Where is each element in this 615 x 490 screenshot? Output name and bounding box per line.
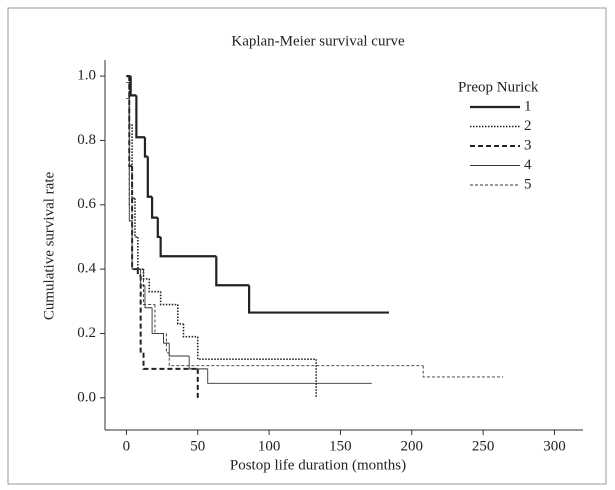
survival-step: [142, 352, 198, 370]
legend-title: Preop Nurick: [458, 79, 539, 95]
legend-label: 4: [524, 157, 532, 173]
survival-step: [248, 285, 389, 314]
survival-step: [144, 285, 153, 309]
survival-step: [150, 196, 158, 219]
x-tick-label: 250: [472, 438, 495, 454]
y-axis-label: Cumulative survival rate: [41, 172, 57, 321]
legend-label: 3: [524, 137, 532, 153]
x-tick-label: 200: [401, 438, 424, 454]
survival-step: [176, 304, 184, 325]
legend-label: 5: [524, 176, 532, 192]
survival-step: [143, 137, 148, 158]
survival-step: [182, 323, 198, 338]
survival-step: [165, 333, 170, 354]
survival-step: [422, 365, 504, 378]
survival-step: [188, 356, 208, 370]
survival-step: [135, 95, 145, 139]
x-tick-label: 150: [329, 438, 352, 454]
survival-step: [151, 307, 164, 334]
survival-step: [136, 269, 141, 277]
survival-step: [207, 368, 372, 384]
survival-step: [156, 217, 161, 239]
survival-step: [168, 352, 424, 367]
x-tick-label: 100: [258, 438, 281, 454]
survival-step: [196, 336, 317, 361]
legend-label: 1: [524, 98, 532, 114]
survival-step: [143, 269, 155, 305]
y-tick-label: 0.4: [77, 261, 96, 277]
survival-step: [159, 236, 217, 258]
chart-title: Kaplan-Meier survival curve: [231, 33, 405, 49]
y-tick-label: 0.0: [77, 389, 96, 405]
survival-step: [134, 198, 138, 238]
x-tick-label: 0: [123, 438, 131, 454]
y-tick-label: 1.0: [77, 68, 96, 84]
survival-step: [159, 291, 178, 306]
survival-step: [128, 82, 133, 206]
survival-step: [215, 256, 250, 287]
survival-step: [168, 343, 190, 357]
survival-step: [137, 236, 144, 270]
survival-step: [139, 275, 144, 354]
survival-step: [131, 204, 144, 270]
survival-step: [154, 304, 167, 334]
survival-step: [146, 156, 153, 198]
survival-step: [163, 333, 170, 344]
x-tick-label: 50: [190, 438, 205, 454]
y-tick-label: 0.2: [77, 325, 96, 341]
y-tick-label: 0.6: [77, 196, 96, 212]
survival-step: [131, 220, 141, 270]
x-tick-label: 300: [543, 438, 566, 454]
survival-step: [142, 269, 150, 280]
legend-label: 2: [524, 118, 532, 134]
survival-step: [129, 76, 137, 97]
y-tick-label: 0.8: [77, 132, 96, 148]
survival-step: [131, 124, 135, 200]
survival-step: [148, 278, 161, 293]
x-axis-label: Postop life duration (months): [230, 457, 406, 473]
frame: [7, 7, 607, 485]
